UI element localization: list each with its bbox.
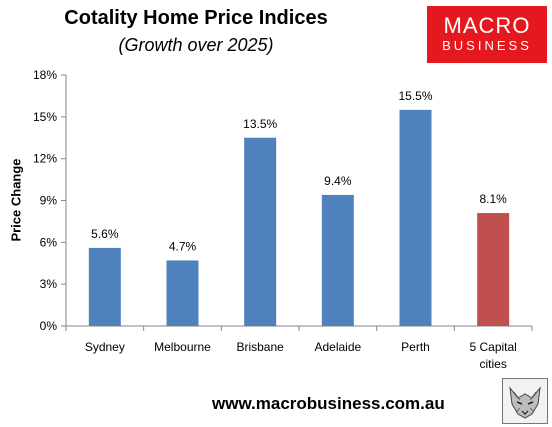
y-tick-label: 9% (40, 194, 58, 208)
bar (321, 194, 354, 326)
y-tick-label: 18% (33, 68, 57, 82)
data-label: 5.6% (91, 227, 119, 241)
wolf-head-icon (502, 378, 548, 424)
x-tick-label: cities (479, 357, 506, 371)
x-tick-label: Adelaide (314, 340, 361, 354)
bar (477, 213, 510, 326)
x-tick-label: 5 Capital (469, 340, 516, 354)
chart-subtitle: (Growth over 2025) (118, 35, 274, 55)
y-tick-label: 0% (40, 319, 58, 333)
x-tick-label: Brisbane (236, 340, 284, 354)
bar (244, 137, 277, 326)
x-tick-label: Melbourne (154, 340, 211, 354)
macrobusiness-logo: MACRO BUSINESS (427, 6, 547, 63)
chart-title: Cotality Home Price Indices (64, 7, 328, 29)
y-tick-label: 3% (40, 277, 58, 291)
bar (88, 247, 121, 326)
data-label: 8.1% (479, 192, 507, 206)
data-label: 13.5% (243, 117, 277, 131)
y-tick-label: 15% (33, 110, 57, 124)
data-label: 15.5% (398, 89, 432, 103)
x-tick-label: Sydney (85, 340, 125, 354)
bar (166, 260, 199, 326)
y-tick-label: 12% (33, 152, 57, 166)
x-tick-label: Perth (401, 340, 430, 354)
bar (399, 109, 432, 326)
website-url: www.macrobusiness.com.au (212, 394, 445, 413)
y-tick-label: 6% (40, 235, 58, 249)
data-label: 9.4% (324, 174, 352, 188)
logo-line-2: BUSINESS (442, 38, 532, 53)
logo-line-1: MACRO (443, 13, 531, 38)
data-label: 4.7% (169, 239, 197, 253)
